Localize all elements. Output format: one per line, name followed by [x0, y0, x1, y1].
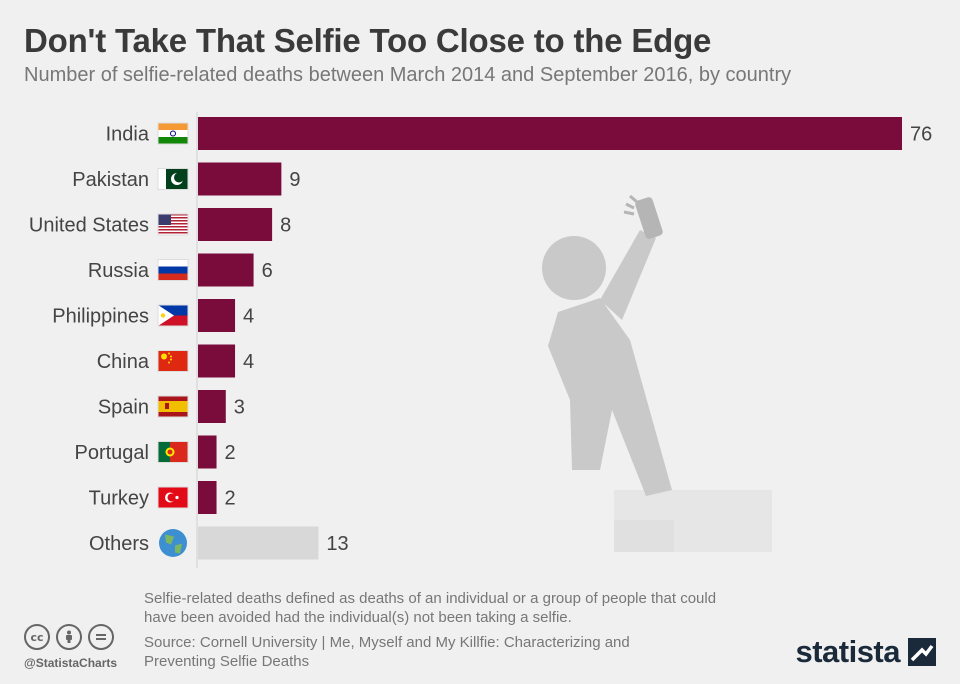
selfie-person-illustration [542, 194, 772, 552]
category-label: Turkey [89, 488, 149, 510]
value-label: 2 [225, 442, 236, 464]
statista-logo[interactable]: statista [795, 634, 936, 670]
philippines-flag-icon [157, 304, 189, 327]
statista-handle[interactable]: @StatistaCharts [24, 656, 118, 670]
license-icons: cc [24, 624, 114, 650]
no-derivatives-icon[interactable] [88, 624, 114, 650]
definition-note: Selfie-related deaths defined as deaths … [144, 590, 717, 626]
category-label: Others [89, 533, 149, 555]
india-flag-icon [157, 122, 189, 145]
category-label: China [97, 351, 150, 373]
statista-logo-icon [908, 638, 936, 666]
category-label: Russia [88, 260, 150, 282]
value-label: 76 [910, 124, 932, 146]
bars-group: India 76 Pakistan 9 United States 8 Russia 6 Phi… [29, 117, 932, 560]
bar [198, 390, 226, 423]
bar [198, 253, 254, 287]
category-label: Portugal [75, 442, 150, 464]
chart-subtitle: Number of selfie-related deaths between … [24, 64, 792, 86]
category-label: Philippines [52, 306, 149, 328]
bar [198, 162, 282, 196]
cc-icon[interactable]: cc [24, 624, 50, 650]
bar [198, 117, 902, 150]
source-text: Source: Cornell University | Me, Myself … [144, 634, 630, 670]
bar [198, 299, 236, 332]
portugal-flag-icon [157, 441, 189, 463]
category-label: Spain [98, 397, 149, 419]
spain-flag-icon [157, 395, 189, 418]
globe-icon [159, 529, 187, 557]
bar [198, 481, 217, 514]
value-label: 4 [243, 306, 254, 328]
bar [198, 344, 236, 378]
logo-text: statista [795, 634, 900, 669]
person-head-icon [542, 236, 606, 300]
china-flag-icon [157, 350, 189, 372]
value-label: 2 [225, 488, 236, 510]
chart-title: Don't Take That Selfie Too Close to the … [24, 22, 712, 59]
value-label: 6 [262, 260, 273, 282]
category-label: United States [29, 215, 149, 237]
bar [198, 435, 217, 469]
bar [198, 208, 273, 241]
category-label: Pakistan [72, 169, 149, 191]
value-label: 8 [280, 215, 291, 237]
attribution-icon[interactable] [56, 624, 82, 650]
person-body-icon [548, 298, 672, 496]
category-label: India [106, 124, 150, 146]
person-arm-icon [600, 230, 656, 320]
phone-icon [635, 197, 663, 239]
russia-flag-icon [157, 259, 189, 281]
pakistan-flag-icon [157, 168, 189, 190]
value-label: 9 [289, 169, 300, 191]
value-label: 4 [243, 351, 254, 373]
turkey-flag-icon [157, 486, 189, 509]
value-label: 3 [234, 397, 245, 419]
bar [198, 526, 319, 560]
us-flag-icon [157, 213, 189, 236]
value-label: 13 [326, 533, 348, 555]
